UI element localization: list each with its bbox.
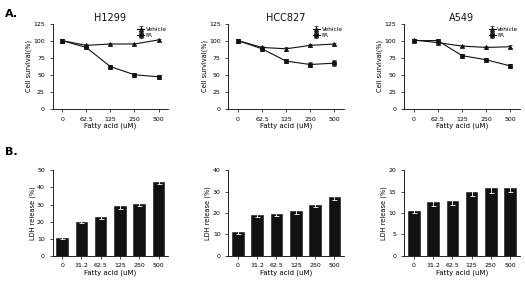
Legend: Vehicle, FA: Vehicle, FA (136, 26, 167, 39)
Y-axis label: Cell survival(%): Cell survival(%) (201, 40, 207, 92)
Bar (466, 192, 477, 256)
X-axis label: Fatty acid (uM): Fatty acid (uM) (436, 123, 488, 129)
Y-axis label: LDH release (%): LDH release (%) (205, 186, 212, 240)
Bar (56, 238, 68, 256)
Y-axis label: LDH release (%): LDH release (%) (381, 186, 387, 240)
X-axis label: Fatty acid (uM): Fatty acid (uM) (84, 270, 136, 276)
Bar (309, 205, 321, 256)
Bar (408, 211, 419, 256)
Bar (153, 182, 164, 256)
Bar (329, 197, 340, 256)
Text: B.: B. (5, 147, 18, 157)
Y-axis label: LDH release (%): LDH release (%) (29, 186, 36, 240)
Bar (114, 206, 126, 256)
X-axis label: Fatty acid (uM): Fatty acid (uM) (436, 270, 488, 276)
Title: A549: A549 (449, 13, 475, 23)
X-axis label: Fatty acid (uM): Fatty acid (uM) (260, 123, 312, 129)
Bar (232, 232, 244, 256)
Text: A.: A. (5, 9, 18, 19)
Bar (290, 211, 301, 256)
X-axis label: Fatty acid (uM): Fatty acid (uM) (84, 123, 136, 129)
Bar (133, 204, 145, 256)
Bar (76, 222, 87, 256)
Bar (427, 202, 439, 256)
X-axis label: Fatty acid (uM): Fatty acid (uM) (260, 270, 312, 276)
Title: HCC827: HCC827 (266, 13, 306, 23)
Title: H1299: H1299 (94, 13, 127, 23)
Bar (446, 201, 458, 256)
Bar (251, 215, 263, 256)
Legend: Vehicle, FA: Vehicle, FA (488, 26, 519, 39)
Bar (485, 188, 497, 256)
Legend: Vehicle, FA: Vehicle, FA (312, 26, 343, 39)
Y-axis label: Cell survival(%): Cell survival(%) (377, 40, 383, 92)
Bar (95, 217, 107, 256)
Bar (505, 188, 516, 256)
Y-axis label: Cell survival(%): Cell survival(%) (25, 40, 31, 92)
Bar (271, 214, 282, 256)
